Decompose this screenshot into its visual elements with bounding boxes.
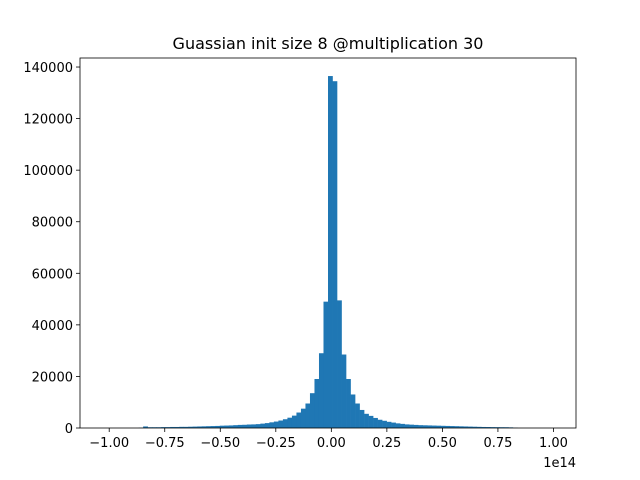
bar bbox=[368, 415, 374, 428]
x-tick-label: 0.75 bbox=[483, 436, 512, 451]
bar bbox=[269, 422, 275, 428]
bar bbox=[215, 425, 221, 428]
bar bbox=[179, 426, 185, 428]
bar bbox=[337, 300, 342, 428]
bar bbox=[490, 427, 496, 428]
y-tick-label: 20000 bbox=[32, 370, 73, 385]
bar bbox=[404, 424, 410, 428]
x-tick-label: 0.25 bbox=[372, 436, 401, 451]
y-tick-label: 40000 bbox=[32, 319, 73, 334]
bar bbox=[300, 408, 306, 428]
bar bbox=[219, 425, 225, 428]
y-tick-label: 100000 bbox=[23, 164, 73, 179]
x-offset-label: 1e14 bbox=[543, 456, 576, 471]
bar bbox=[255, 424, 261, 428]
bar bbox=[314, 379, 320, 428]
bar bbox=[341, 354, 347, 428]
y-tick-label: 140000 bbox=[23, 61, 73, 76]
bar bbox=[282, 419, 288, 428]
bar bbox=[224, 425, 230, 428]
bar bbox=[237, 424, 243, 428]
bar bbox=[467, 426, 473, 428]
bar bbox=[165, 427, 171, 428]
x-tick-label: 0.00 bbox=[317, 436, 346, 451]
bar bbox=[350, 394, 356, 428]
bar bbox=[170, 426, 175, 428]
bar bbox=[373, 417, 378, 428]
bar bbox=[413, 424, 419, 428]
bar bbox=[174, 426, 180, 428]
bar bbox=[364, 413, 369, 428]
y-tick-label: 0 bbox=[65, 422, 73, 437]
bar bbox=[431, 425, 437, 428]
bar bbox=[440, 425, 446, 428]
bar bbox=[400, 423, 405, 428]
bar bbox=[346, 379, 351, 428]
x-tick-label: −0.25 bbox=[256, 436, 296, 451]
bar bbox=[273, 421, 279, 428]
bar bbox=[161, 427, 166, 428]
y-tick-label: 80000 bbox=[32, 216, 73, 231]
bar bbox=[228, 425, 234, 428]
bar bbox=[291, 415, 297, 428]
bar bbox=[264, 423, 270, 428]
bar bbox=[260, 423, 266, 428]
bar bbox=[233, 425, 239, 428]
bar bbox=[206, 426, 212, 428]
bar bbox=[201, 426, 207, 428]
bar bbox=[251, 424, 257, 428]
bar bbox=[395, 423, 401, 428]
x-tick-label: 0.50 bbox=[428, 436, 457, 451]
x-tick-label: −0.75 bbox=[145, 436, 185, 451]
bar bbox=[355, 403, 360, 428]
bar bbox=[476, 426, 482, 428]
bar bbox=[391, 422, 396, 428]
y-tick-label: 60000 bbox=[32, 267, 73, 282]
bar bbox=[422, 425, 428, 428]
bar bbox=[210, 426, 216, 428]
bar bbox=[309, 393, 315, 428]
bar bbox=[143, 426, 148, 428]
bar bbox=[305, 403, 311, 428]
bar bbox=[418, 425, 423, 428]
x-tick-label: −0.50 bbox=[200, 436, 240, 451]
bar bbox=[192, 426, 198, 428]
bar bbox=[463, 426, 469, 428]
bar bbox=[332, 81, 338, 429]
bar bbox=[323, 301, 329, 428]
bar bbox=[494, 427, 500, 428]
bar bbox=[436, 425, 442, 428]
bar bbox=[377, 419, 383, 428]
x-tick-label: 1.00 bbox=[539, 436, 568, 451]
bar bbox=[278, 420, 284, 428]
y-tick-label: 120000 bbox=[23, 113, 73, 128]
bar bbox=[472, 426, 478, 428]
bar bbox=[328, 76, 333, 429]
bar bbox=[188, 426, 194, 428]
chart-title: Guassian init size 8 @multiplication 30 bbox=[173, 34, 484, 53]
bar bbox=[386, 421, 392, 428]
bar bbox=[382, 420, 387, 428]
bar bbox=[449, 426, 455, 428]
plot-frame bbox=[79, 57, 577, 429]
bar bbox=[454, 426, 460, 428]
bar bbox=[359, 409, 365, 428]
bar bbox=[287, 417, 293, 428]
x-tick-label: −1.00 bbox=[89, 436, 129, 451]
bar bbox=[296, 412, 302, 428]
bar bbox=[183, 426, 189, 428]
bar bbox=[246, 424, 252, 428]
bar bbox=[242, 424, 248, 428]
bar bbox=[197, 426, 203, 428]
bar bbox=[481, 426, 487, 428]
bar bbox=[427, 425, 433, 428]
bar bbox=[409, 424, 414, 428]
bar bbox=[485, 427, 491, 428]
bar bbox=[458, 426, 464, 428]
bar bbox=[318, 353, 324, 428]
bar bbox=[445, 425, 451, 428]
